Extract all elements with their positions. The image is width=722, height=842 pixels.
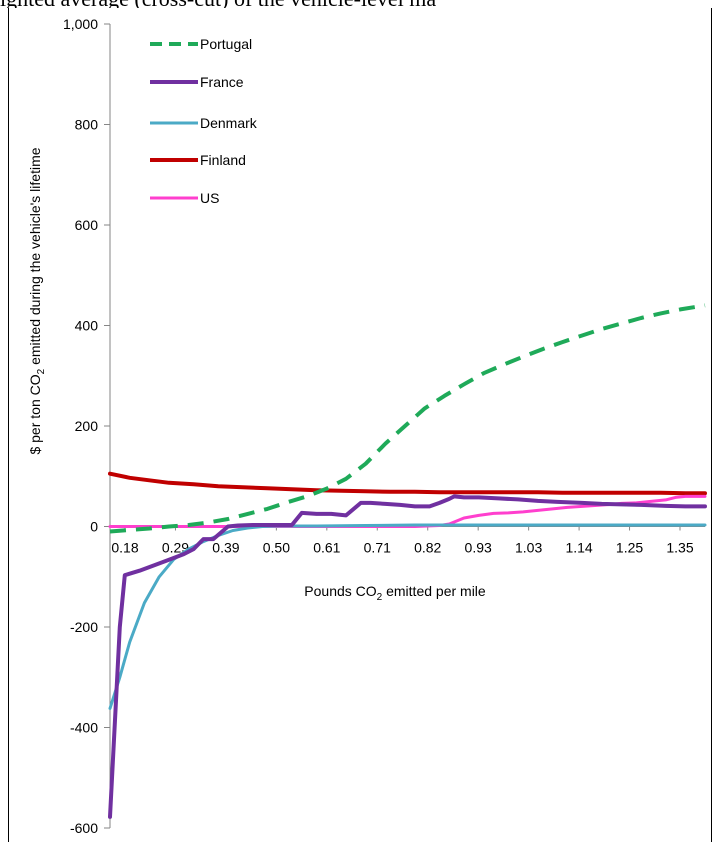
x-tick-label: 0.61 bbox=[313, 540, 340, 556]
x-tick-label: 1.03 bbox=[515, 540, 542, 556]
series-line-finland bbox=[108, 471, 707, 496]
legend-label-portugal: Portugal bbox=[200, 36, 252, 52]
x-tick-label: 0.18 bbox=[111, 540, 138, 556]
legend-label-finland: Finland bbox=[200, 152, 246, 168]
legend-box bbox=[130, 24, 290, 194]
y-tick-label: -200 bbox=[70, 619, 98, 635]
x-axis-title-subscript: 2 bbox=[377, 592, 383, 603]
series-line-portugal bbox=[109, 303, 706, 534]
x-tick-label: 0.50 bbox=[263, 540, 290, 556]
chart-legend: Portugal France Denmark Finland US bbox=[130, 24, 290, 206]
chart-frame bbox=[8, 8, 712, 842]
y-tick-label: 1,000 bbox=[63, 16, 98, 32]
legend-label-us: US bbox=[200, 190, 219, 206]
legend-label-france: France bbox=[200, 74, 244, 90]
series-layer bbox=[108, 303, 707, 819]
y-axis-title-subscript: 2 bbox=[36, 368, 47, 374]
y-tick-label: 600 bbox=[75, 217, 99, 233]
x-tick-label: 1.35 bbox=[666, 540, 693, 556]
x-tick-label: 0.29 bbox=[162, 540, 189, 556]
x-tick-label: 0.93 bbox=[465, 540, 492, 556]
figure-caption-fragment: ighted average (cross-cut) of the vehicl… bbox=[0, 0, 722, 8]
x-tick-label: 1.14 bbox=[565, 540, 592, 556]
y-tick-label: 200 bbox=[75, 418, 99, 434]
x-axis-title: Pounds CO2 emitted per mile bbox=[304, 583, 486, 603]
x-tick-label: 0.71 bbox=[364, 540, 391, 556]
y-tick-label: -400 bbox=[70, 720, 98, 736]
y-axis-title-part: emitted during the vehicle's lifetime bbox=[27, 147, 43, 369]
y-axis-title: $ per ton CO2 emitted during the vehicle… bbox=[27, 147, 47, 454]
x-axis-title-part: emitted per mile bbox=[382, 583, 486, 599]
y-tick-label: 800 bbox=[75, 117, 99, 133]
y-axis-title-part: $ per ton CO bbox=[27, 374, 43, 454]
y-tick-label: 400 bbox=[75, 318, 99, 334]
y-tick-label: 0 bbox=[90, 519, 98, 535]
x-tick-label: 1.25 bbox=[616, 540, 643, 556]
x-tick-label: 0.39 bbox=[212, 540, 239, 556]
y-tick-label: -600 bbox=[70, 820, 98, 836]
legend-label-denmark: Denmark bbox=[200, 115, 258, 131]
x-axis-title-part: Pounds CO bbox=[304, 583, 376, 599]
series-line-france bbox=[108, 494, 707, 819]
x-tick-label: 0.82 bbox=[414, 540, 441, 556]
y-axis-ticks: -600 -400 -200 0 200 400 600 800 1,000 bbox=[63, 16, 110, 836]
